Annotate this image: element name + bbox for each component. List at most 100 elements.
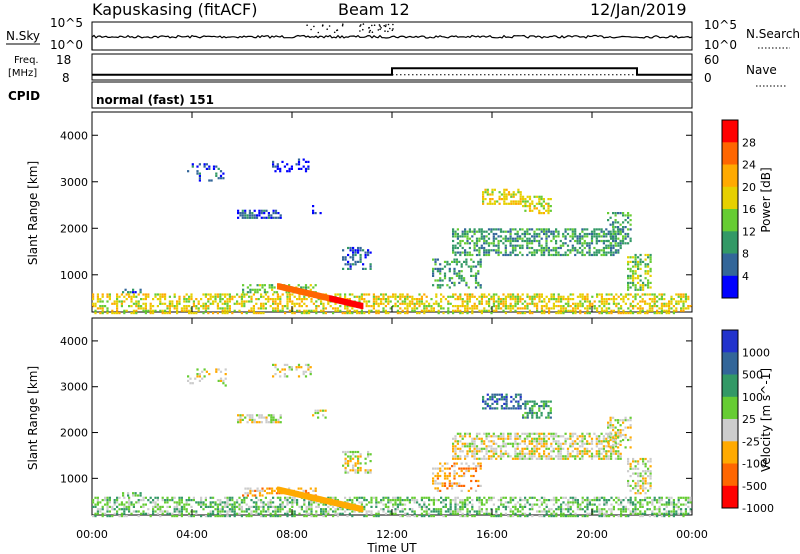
echo-cell [288, 298, 291, 301]
echo-cell [552, 307, 555, 310]
echo-cell [641, 298, 644, 301]
echo-cell [629, 237, 632, 240]
echo-cell [536, 305, 539, 308]
echo-cell [255, 298, 258, 301]
echo-cell [243, 496, 246, 499]
echo-cell [239, 414, 242, 417]
echo-cell [605, 455, 608, 458]
echo-cell [583, 435, 586, 438]
echo-cell [192, 312, 195, 315]
echo-cell [480, 302, 483, 305]
echo-cell [614, 230, 617, 233]
echo-cell [564, 237, 567, 240]
echo-cell [132, 312, 135, 315]
echo-cell [384, 300, 387, 303]
echo-cell [432, 501, 435, 504]
echo-cell [214, 300, 217, 303]
echo-cell [460, 274, 463, 277]
nave-label: Nave [746, 63, 777, 77]
echo-cell [476, 307, 479, 310]
echo-cell [612, 499, 615, 502]
echo-cell [190, 298, 193, 301]
echo-cell [473, 442, 476, 445]
echo-cell [543, 455, 546, 458]
echo-cell [578, 237, 582, 240]
echo-cell [574, 457, 577, 460]
echo-cell [567, 505, 570, 508]
echo-cell [272, 212, 275, 215]
echo-cell [473, 305, 476, 308]
echo-cell [309, 370, 312, 373]
echo-cell [272, 298, 275, 301]
echo-cell [647, 256, 650, 259]
echo-cell [221, 307, 224, 310]
echo-cell [591, 499, 594, 502]
echo-cell [514, 437, 517, 440]
echo-cell [228, 307, 231, 310]
echo-cell [622, 433, 625, 437]
echo-cell [590, 253, 594, 257]
echo-cell [581, 244, 584, 247]
echo-cell [364, 457, 367, 460]
echo-cell [531, 298, 534, 301]
echo-cell [171, 302, 174, 305]
echo-cell [612, 450, 615, 453]
echo-cell [497, 437, 500, 440]
echo-cell [487, 445, 491, 448]
echo-cell [480, 244, 483, 247]
echo-cell [116, 298, 119, 301]
echo-cell [591, 302, 594, 305]
echo-cell [106, 309, 109, 312]
echo-cell [260, 305, 263, 308]
echo-cell [497, 302, 500, 305]
echo-cell [600, 228, 603, 231]
echo-cell [248, 418, 251, 421]
echo-cell [629, 419, 632, 422]
echo-cell [195, 512, 198, 515]
echo-cell [281, 508, 284, 511]
echo-cell [118, 508, 121, 511]
echo-cell [459, 295, 462, 298]
echo-cell [617, 446, 620, 449]
echo-cell [500, 501, 503, 504]
echo-cell [221, 501, 224, 504]
noise-search-dot [379, 28, 381, 31]
echo-cell [248, 515, 251, 518]
echo-cell [509, 496, 512, 499]
echo-cell [552, 232, 555, 236]
echo-cell [680, 309, 683, 312]
echo-cell [644, 293, 647, 296]
colorbar-tick-label: 8 [742, 248, 749, 261]
echo-cell [440, 496, 443, 499]
echo-cell [658, 496, 661, 499]
echo-cell [215, 165, 218, 168]
echo-cell [128, 293, 131, 296]
echo-cell [600, 510, 603, 513]
echo-cell [542, 407, 545, 410]
echo-cell [564, 442, 567, 445]
echo-cell [614, 419, 617, 422]
echo-cell [632, 510, 635, 513]
echo-cell [620, 499, 623, 502]
echo-cell [504, 251, 507, 254]
echo-cell [161, 505, 164, 508]
echo-cell [352, 453, 355, 456]
echo-cell [413, 307, 416, 310]
echo-cell [237, 421, 240, 424]
echo-cell [614, 452, 617, 455]
echo-cell [251, 214, 254, 217]
echo-cell [198, 163, 201, 166]
echo-cell [367, 455, 370, 458]
echo-cell [467, 265, 470, 268]
echo-cell [590, 235, 594, 238]
echo-cell [540, 202, 543, 205]
echo-cell [569, 298, 572, 301]
echo-cell [108, 293, 111, 296]
echo-cell [524, 307, 527, 310]
echo-cell [401, 309, 404, 312]
echo-cell [375, 503, 378, 506]
echo-cell [478, 505, 481, 508]
echo-cell [288, 510, 291, 513]
echo-cell [495, 457, 498, 460]
echo-cell [653, 508, 656, 511]
